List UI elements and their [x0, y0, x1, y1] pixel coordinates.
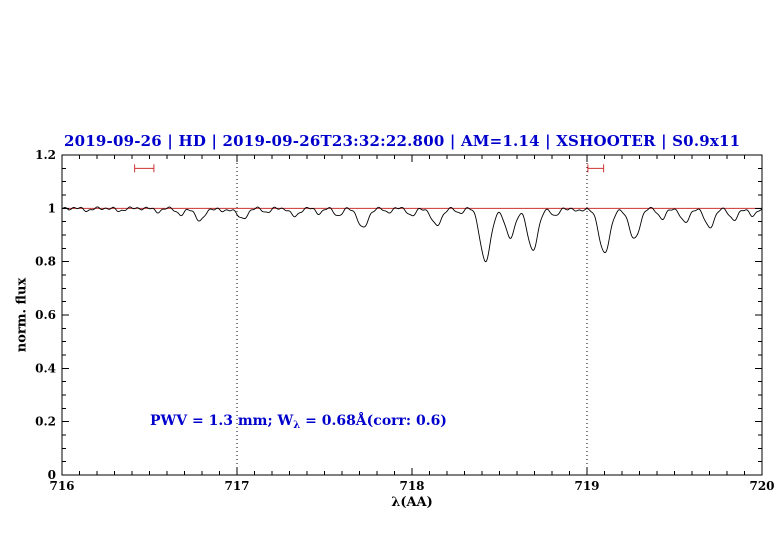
x-tick-label: 720 [749, 479, 774, 493]
pwv-annotation-suffix: = 0.68Å(corr: 0.6) [300, 413, 447, 429]
plot-title: 2019-09-26 | HD | 2019-09-26T23:32:22.80… [64, 132, 741, 150]
y-tick-label: 0.2 [35, 415, 56, 429]
y-tick-label: 0.4 [35, 361, 56, 375]
lambda-subscript: λ [293, 420, 301, 431]
x-axis-label: λ(AA) [391, 495, 433, 510]
y-tick-label: 0.6 [35, 308, 56, 322]
y-axis-label: norm. flux [14, 277, 30, 353]
y-tick-label: 0.8 [35, 255, 56, 269]
y-tick-label: 1 [48, 201, 56, 215]
y-tick-label: 1.2 [35, 148, 56, 162]
x-tick-label: 716 [49, 479, 74, 493]
pwv-annotation: PWV = 1.3 mm; Wλ = 0.68Å(corr: 0.6) [150, 413, 447, 431]
x-tick-label: 717 [224, 479, 249, 493]
x-tick-label: 719 [574, 479, 599, 493]
spectrum-line [61, 206, 763, 263]
pwv-annotation-prefix: PWV = 1.3 mm; W [150, 413, 294, 429]
x-tick-label: 718 [399, 479, 424, 493]
y-tick-label: 0 [48, 468, 56, 482]
